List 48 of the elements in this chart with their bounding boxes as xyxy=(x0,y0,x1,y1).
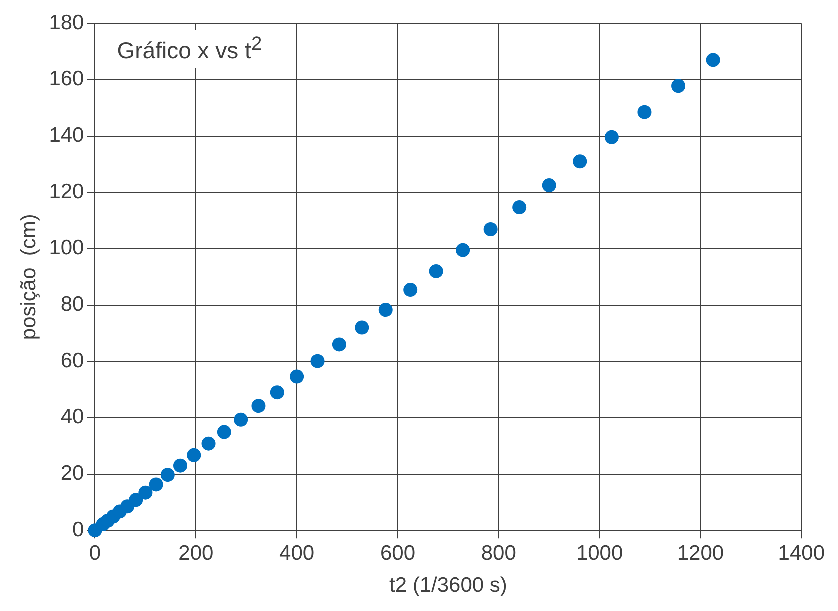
point xyxy=(138,486,153,500)
point xyxy=(217,425,232,440)
x-tick-label: 800 xyxy=(481,542,516,565)
point xyxy=(174,458,188,473)
y-tick-label: 160 xyxy=(49,68,84,91)
x-tick-label: 600 xyxy=(380,542,416,565)
y-tick-label: 120 xyxy=(49,180,84,204)
point xyxy=(512,200,527,215)
point xyxy=(604,130,619,144)
point xyxy=(234,412,248,427)
point xyxy=(332,338,346,352)
x-tick-label: 400 xyxy=(280,542,315,565)
y-tick-label: 140 xyxy=(49,124,84,148)
x-tick-label: 200 xyxy=(178,542,214,565)
point xyxy=(484,222,498,236)
y-tick-label: 0 xyxy=(72,518,84,542)
x-tick-label: 1200 xyxy=(677,542,724,565)
point xyxy=(573,154,588,169)
y-tick-label: 60 xyxy=(60,349,84,372)
point xyxy=(252,399,266,414)
point xyxy=(290,370,304,384)
point xyxy=(542,178,556,193)
point xyxy=(706,53,720,68)
y-tick-label: 80 xyxy=(60,293,84,316)
x-axis-title: t2 (1/3600 s) xyxy=(389,574,508,598)
point xyxy=(378,303,393,318)
x-tick-label: 1000 xyxy=(576,542,624,565)
y-tick-label: 40 xyxy=(60,406,84,429)
point xyxy=(149,478,164,492)
point xyxy=(129,493,144,508)
y-tick-label: 20 xyxy=(60,462,84,486)
y-tick-label: 180 xyxy=(49,11,84,34)
text: Gráfico x vs t$^{2}$ xyxy=(109,30,270,68)
point xyxy=(456,243,470,258)
point xyxy=(202,436,216,451)
point xyxy=(638,105,652,120)
point xyxy=(672,79,686,94)
y-tick-label: 100 xyxy=(49,236,84,260)
point xyxy=(270,386,284,400)
point xyxy=(429,264,444,278)
point xyxy=(355,320,370,335)
point xyxy=(404,283,418,298)
x-tick-label: 1400 xyxy=(778,542,825,565)
x-tick-label: 0 xyxy=(89,542,102,565)
y-axis-title: posição (cm) xyxy=(17,214,40,340)
point xyxy=(310,354,325,368)
point xyxy=(160,468,175,482)
point xyxy=(187,448,202,462)
